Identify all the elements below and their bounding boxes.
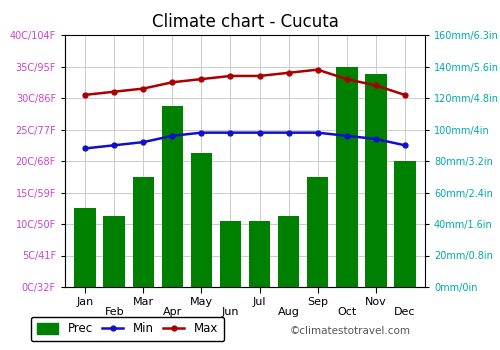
Text: Feb: Feb	[104, 307, 124, 317]
Legend: Prec, Min, Max: Prec, Min, Max	[31, 317, 224, 341]
Text: Apr: Apr	[163, 307, 182, 317]
Bar	[394, 161, 415, 287]
Bar	[306, 177, 328, 287]
Bar	[365, 75, 386, 287]
Text: Aug: Aug	[278, 307, 299, 317]
Bar	[336, 66, 357, 287]
Bar	[278, 216, 299, 287]
Bar	[190, 153, 212, 287]
Bar	[248, 221, 270, 287]
Bar	[104, 216, 125, 287]
Bar	[220, 221, 242, 287]
Text: Dec: Dec	[394, 307, 415, 317]
Text: ©climatestotravel.com: ©climatestotravel.com	[290, 326, 411, 336]
Bar	[74, 208, 96, 287]
Title: Climate chart - Cucuta: Climate chart - Cucuta	[152, 13, 338, 31]
Text: Jun: Jun	[222, 307, 239, 317]
Bar	[132, 177, 154, 287]
Text: Oct: Oct	[337, 307, 356, 317]
Bar	[162, 106, 184, 287]
